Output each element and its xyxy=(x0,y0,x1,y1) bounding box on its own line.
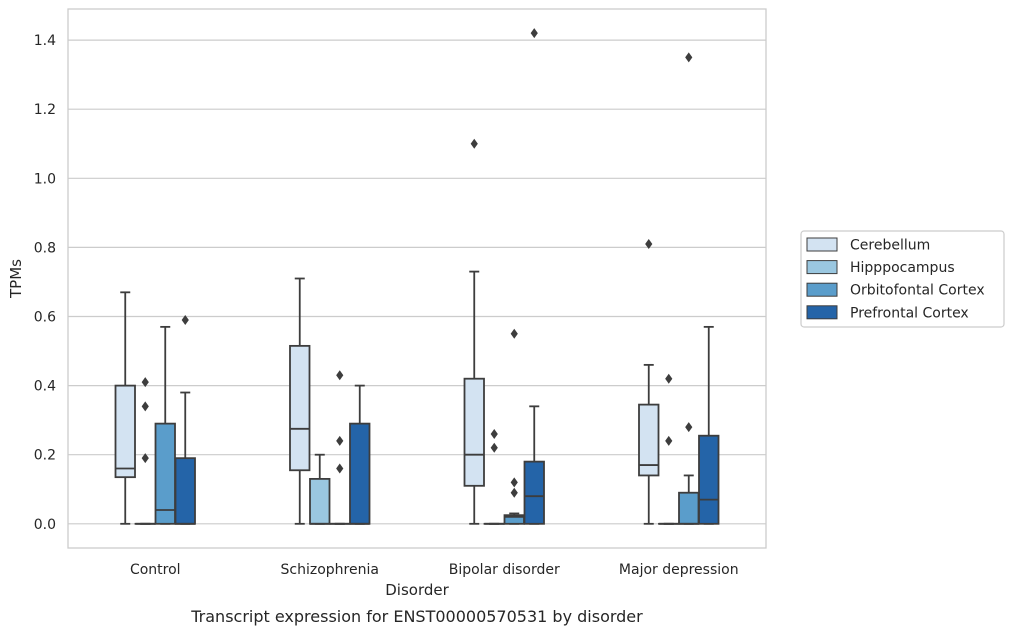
iqr-box xyxy=(523,460,545,525)
legend: Cerebellum Hipppocampus Orbitofontal Corte… xyxy=(800,230,1005,328)
box-hipppocampus xyxy=(658,373,680,525)
outlier-point xyxy=(141,401,149,412)
box-hipppocampus xyxy=(134,377,156,525)
outlier-point xyxy=(181,314,189,325)
outlier-point xyxy=(665,435,673,446)
box-prefrontal-cortex xyxy=(349,384,371,525)
y-tick-label: 0.6 xyxy=(34,310,56,326)
box-prefrontal-cortex xyxy=(523,28,545,525)
box-cerebellum xyxy=(289,277,311,525)
box-prefrontal-cortex xyxy=(698,325,720,525)
legend-swatch xyxy=(806,282,838,297)
box-orbitofontal-cortex xyxy=(678,52,700,525)
x-axis-label: Disorder xyxy=(385,581,449,599)
outlier-point xyxy=(490,442,498,453)
boxes xyxy=(114,28,720,525)
y-tick-label: 0.4 xyxy=(34,379,56,395)
iqr-box xyxy=(289,344,311,472)
outlier-point xyxy=(685,422,693,433)
y-tick-label: 1.2 xyxy=(34,102,56,118)
legend-label: Hipppocampus xyxy=(850,260,955,276)
outlier-point xyxy=(510,487,518,498)
iqr-box xyxy=(678,491,700,525)
chart-caption: Transcript expression for ENST0000057053… xyxy=(190,607,643,626)
y-tick-label: 1.4 xyxy=(34,33,56,49)
legend-label: Prefrontal Cortex xyxy=(850,305,969,321)
iqr-box xyxy=(154,422,176,525)
iqr-box xyxy=(698,434,720,525)
iqr-box xyxy=(638,403,660,477)
outlier-point xyxy=(490,428,498,439)
legend-label: Cerebellum xyxy=(850,238,930,254)
outlier-point xyxy=(530,28,538,39)
x-tick-label: Control xyxy=(130,562,181,578)
iqr-box xyxy=(463,377,485,487)
y-axis-ticks: 0.0 0.2 0.4 0.6 0.8 1.0 1.2 1.4 xyxy=(34,33,56,533)
outlier-point xyxy=(665,373,673,384)
box-cerebellum xyxy=(463,138,485,525)
legend-swatch xyxy=(806,260,838,275)
plot-area-frame xyxy=(67,8,767,549)
y-tick-label: 0.0 xyxy=(34,517,56,533)
legend-swatch xyxy=(806,237,838,252)
outlier-point xyxy=(336,370,344,381)
box-cerebellum xyxy=(114,291,136,525)
iqr-box xyxy=(309,477,331,525)
legend-frame xyxy=(800,230,1005,328)
box-prefrontal-cortex xyxy=(174,314,196,525)
x-axis-ticks: Control Schizophrenia Bipolar disorder Majo… xyxy=(130,562,739,578)
outlier-point xyxy=(141,377,149,388)
x-tick-label: Schizophrenia xyxy=(281,562,379,578)
iqr-box xyxy=(114,384,136,479)
legend-swatch xyxy=(806,305,838,320)
box-orbitofontal-cortex xyxy=(503,328,525,525)
y-tick-label: 1.0 xyxy=(34,171,56,187)
y-tick-label: 0.8 xyxy=(34,240,56,256)
x-tick-label: Bipolar disorder xyxy=(449,562,560,578)
outlier-point xyxy=(645,238,653,249)
box-orbitofontal-cortex xyxy=(329,370,351,525)
outlier-point xyxy=(470,138,478,149)
outlier-point xyxy=(510,328,518,339)
box-hipppocampus xyxy=(309,453,331,525)
y-axis-label: TPMs xyxy=(7,259,25,299)
outlier-point xyxy=(336,463,344,474)
box-hipppocampus xyxy=(483,428,505,525)
x-tick-label: Major depression xyxy=(619,562,739,578)
iqr-box xyxy=(174,457,196,525)
y-tick-label: 0.2 xyxy=(34,448,56,464)
legend-label: Orbitofontal Cortex xyxy=(850,283,985,299)
outlier-point xyxy=(685,52,693,63)
outlier-point xyxy=(336,435,344,446)
outlier-point xyxy=(510,477,518,488)
box-orbitofontal-cortex xyxy=(154,325,176,525)
box-cerebellum xyxy=(638,238,660,525)
iqr-box xyxy=(349,422,371,525)
outlier-point xyxy=(141,453,149,464)
